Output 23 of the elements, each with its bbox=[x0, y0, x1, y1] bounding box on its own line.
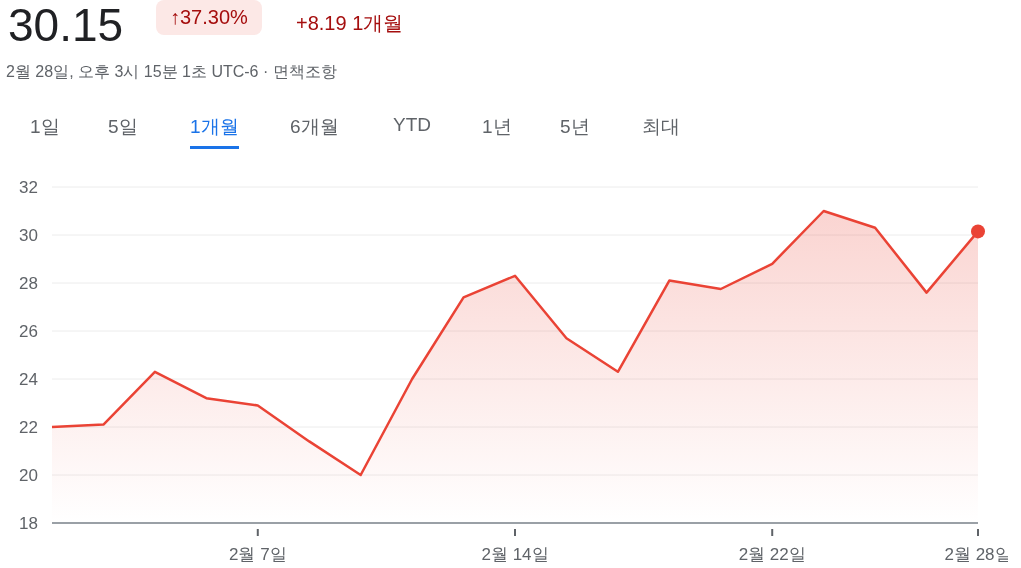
y-tick-label: 32 bbox=[19, 178, 38, 198]
text: ↑37.30% bbox=[156, 0, 262, 35]
text: +8.19 1개월 bbox=[296, 11, 404, 36]
chart-title: 30.15 bbox=[8, 0, 124, 52]
text: YTD bbox=[393, 114, 431, 137]
x-tick-label: 2월 7일 bbox=[228, 545, 287, 564]
x-tick-label: 2월 14일 bbox=[481, 545, 549, 564]
y-tick-label: 18 bbox=[19, 514, 38, 534]
text: 최대 bbox=[642, 115, 680, 139]
text: 1년 bbox=[482, 115, 512, 139]
y-tick-label: 22 bbox=[19, 418, 38, 438]
x-tick-label: 2월 22일 bbox=[738, 545, 806, 564]
text: 1개월 bbox=[190, 114, 239, 149]
chart-subtitle: 2월 28일, 오후 3시 15분 1초 UTC-6 · 면책조항 bbox=[6, 62, 337, 82]
y-tick-label: 20 bbox=[19, 466, 38, 486]
y-tick-label: 28 bbox=[19, 274, 38, 294]
text: 5년 bbox=[560, 115, 590, 139]
text: 1일 bbox=[30, 115, 60, 139]
text: 6개월 bbox=[290, 115, 339, 139]
y-tick-label: 24 bbox=[19, 370, 38, 390]
y-tick-label: 26 bbox=[19, 322, 38, 342]
text: 5일 bbox=[108, 115, 138, 139]
y-tick-label: 30 bbox=[19, 226, 38, 246]
